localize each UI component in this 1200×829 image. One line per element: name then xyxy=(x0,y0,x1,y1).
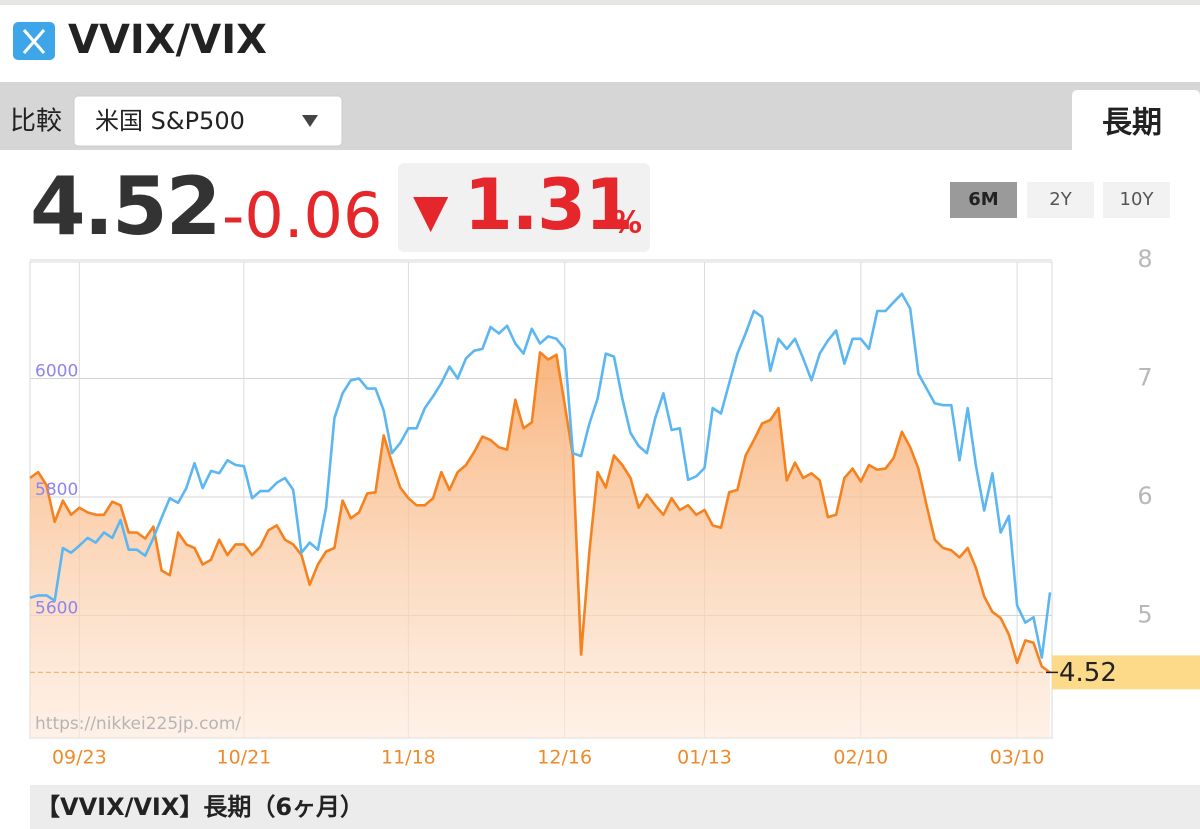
y-tick-label: 5 xyxy=(1137,601,1152,629)
area xyxy=(30,352,1050,738)
caption: 【VVIX/VIX】長期（6ヶ月） xyxy=(36,793,364,821)
x-tick-label: 11/18 xyxy=(381,747,436,769)
range-button[interactable] xyxy=(1103,182,1170,218)
y-tick-label: 6 xyxy=(1137,482,1152,510)
x-tick-label: 02/10 xyxy=(833,747,888,769)
range-label: 2Y xyxy=(1049,189,1072,210)
y2-tick-label: 6000 xyxy=(35,362,78,382)
percent-box xyxy=(398,163,650,252)
x-tick-label: 01/13 xyxy=(677,747,732,769)
x-tick-label: 09/23 xyxy=(52,747,107,769)
x-tick-label: 03/10 xyxy=(990,747,1045,769)
y-tick-label: 8 xyxy=(1137,245,1152,273)
range-label: 10Y xyxy=(1120,189,1155,210)
compare-dropdown[interactable] xyxy=(73,95,343,147)
percent-sign: % xyxy=(612,206,642,241)
price: 4.52 xyxy=(30,160,219,253)
x-icon[interactable] xyxy=(13,22,55,60)
compare-selected: 米国 S&P500 xyxy=(95,107,245,135)
last-value-label: 4.52 xyxy=(1059,658,1117,688)
plot xyxy=(29,259,1052,738)
change-percent: 1.31 xyxy=(464,164,633,246)
y2-tick-label: 5800 xyxy=(35,480,78,500)
last-value-badge xyxy=(1052,655,1200,690)
top-strip xyxy=(0,0,1200,5)
line xyxy=(29,292,1052,659)
page-title: VVIX/VIX xyxy=(68,17,267,63)
y2-tick-label: 5600 xyxy=(35,599,78,619)
compare-label: 比較 xyxy=(10,107,62,137)
tab[interactable] xyxy=(1072,90,1200,150)
x-tick-label: 12/16 xyxy=(537,747,592,769)
down-arrow: ▼ xyxy=(413,184,449,238)
caption-bar xyxy=(30,785,1200,829)
tab-label: 長期 xyxy=(1102,106,1162,141)
range-button[interactable] xyxy=(950,182,1017,218)
x-tick-label: 10/21 xyxy=(216,747,271,769)
range-label: 6M xyxy=(968,189,998,210)
range-button[interactable] xyxy=(1027,182,1094,218)
line xyxy=(29,351,1051,674)
change: -0.06 xyxy=(222,179,382,252)
watermark: https://nikkei225jp.com/ xyxy=(35,714,241,734)
y-tick-label: 7 xyxy=(1137,364,1152,392)
